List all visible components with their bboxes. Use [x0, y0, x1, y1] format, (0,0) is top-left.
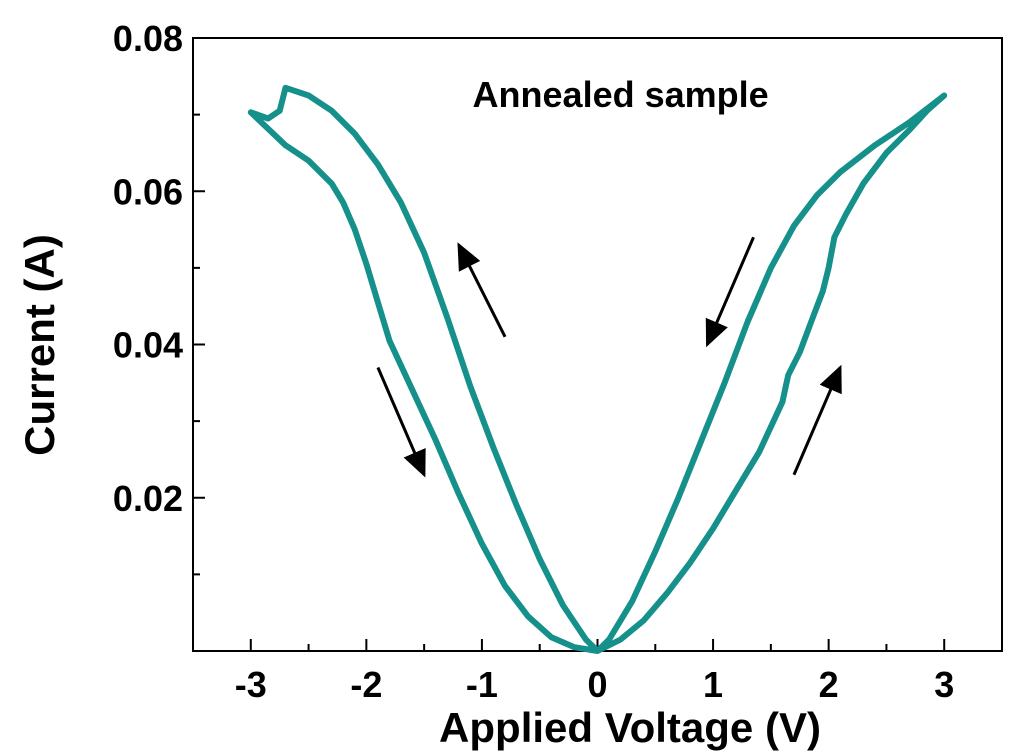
x-tick-label: -1: [466, 664, 498, 705]
annotations: Annealed sample: [473, 74, 769, 115]
x-tick-label: -2: [350, 664, 382, 705]
y-tick-label: 0.02: [113, 478, 183, 519]
plot-frame: [192, 37, 1003, 652]
direction-arrow: [457, 242, 507, 338]
direction-arrow: [705, 236, 755, 348]
x-tick-label: -3: [235, 664, 267, 705]
axis-ticks: [193, 37, 946, 651]
direction-arrow: [376, 366, 426, 478]
series-group: [247, 84, 948, 654]
y-tick-label: 0.04: [113, 325, 183, 366]
y-tick-label: 0.06: [113, 171, 183, 212]
y-axis-label: Current (A): [16, 234, 63, 456]
y-tick-labels: 0.02 0.04 0.06 0.08: [113, 18, 183, 519]
x-tick-label: 0: [587, 664, 607, 705]
x-tick-label: 2: [819, 664, 839, 705]
direction-arrow: [792, 364, 842, 476]
direction-arrows: [376, 236, 842, 478]
x-axis-label: Applied Voltage (V): [439, 704, 821, 751]
iv-curve: [247, 84, 948, 654]
x-tick-label: 3: [934, 664, 954, 705]
annotation-label: Annealed sample: [473, 74, 769, 115]
y-tick-label: 0.08: [113, 18, 183, 59]
x-tick-label: 1: [703, 664, 723, 705]
x-tick-labels: -3 -2 -1 0 1 2 3: [235, 664, 954, 705]
